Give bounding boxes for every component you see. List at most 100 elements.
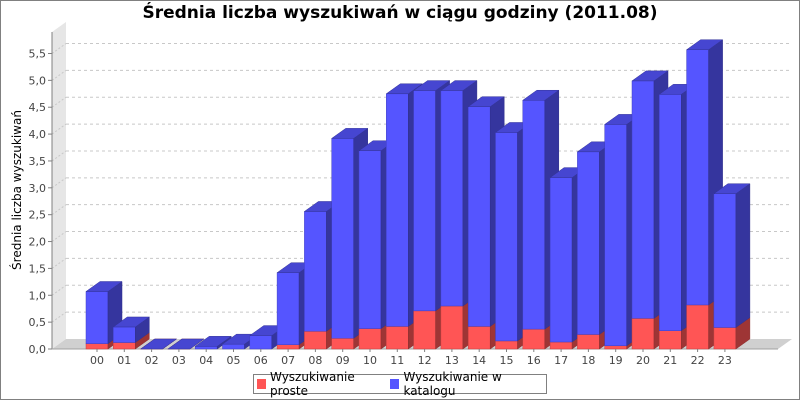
bar-12-series-1-top xyxy=(412,80,451,91)
legend-swatch-series-1 xyxy=(390,379,400,389)
gridline-wall xyxy=(51,96,67,108)
chart-title: Średnia liczba wyszukiwań w ciągu godzin… xyxy=(142,3,658,23)
x-tick-label: 03 xyxy=(172,354,186,367)
bar-11-series-1-top xyxy=(385,83,424,95)
y-tick-label: 3,0 xyxy=(29,182,47,195)
legend-label-series-1: Wyszukiwanie w katalogu xyxy=(403,370,502,398)
bar-18-series-1-front xyxy=(577,151,600,335)
y-tick-label: 1,5 xyxy=(29,262,47,275)
chart-legend: Wyszukiwanie proste Wyszukiwanie w katal… xyxy=(253,370,547,398)
bar-03-series-1-top xyxy=(167,338,205,350)
x-tick-label: 23 xyxy=(718,354,732,367)
bar-13-series-1-top xyxy=(440,80,478,91)
y-tick-label: 0,0 xyxy=(29,343,47,356)
y-tick-label: 2,5 xyxy=(29,209,47,222)
bar-16-series-0-front xyxy=(522,328,546,350)
gridline-wall xyxy=(51,284,67,296)
bar-23-series-0-front xyxy=(713,327,737,350)
gridline-wall xyxy=(51,43,67,54)
x-tick-label: 18 xyxy=(581,354,595,367)
bar-23-series-1-front xyxy=(713,193,737,328)
legend-item-series-1: Wyszukiwanie w katalogu xyxy=(390,370,543,398)
bar-23-series-1-side xyxy=(735,183,751,328)
bar-07-series-1-front xyxy=(276,272,300,345)
bar-21-series-0-front xyxy=(659,330,682,350)
bar-04-series-1-top xyxy=(194,336,232,347)
bar-22-series-1-front xyxy=(686,49,709,306)
bar-20-series-1-top xyxy=(631,70,669,82)
x-tick-label: 00 xyxy=(90,354,104,367)
y-tick-label: 5,0 xyxy=(29,74,47,87)
y-tick-label: 4,5 xyxy=(29,101,47,114)
bar-23-series-1-top xyxy=(713,183,751,194)
x-tick-label: 06 xyxy=(254,354,268,367)
bar-01-series-1-top xyxy=(112,316,151,328)
bar-22-series-0-front xyxy=(686,304,709,350)
bar-01-series-1-front xyxy=(113,326,136,343)
legend-swatch-series-0 xyxy=(257,379,267,389)
bar-19-series-0-front xyxy=(604,345,627,350)
x-tick-label: 08 xyxy=(308,354,322,367)
bar-20-series-1-front xyxy=(631,80,655,319)
bar-21-series-1-front xyxy=(659,94,682,331)
y-tick-label: 1,0 xyxy=(29,289,47,302)
x-tick-label: 14 xyxy=(472,354,486,367)
bar-09-series-0-front xyxy=(331,338,354,350)
bar-13-series-1-front xyxy=(440,90,464,307)
bar-19-series-1-front xyxy=(604,124,627,347)
bar-11-series-1-front xyxy=(386,93,409,327)
gridline-wall xyxy=(51,123,67,135)
gridline-wall xyxy=(51,177,67,189)
bar-12-series-0-front xyxy=(413,310,436,350)
y-tick-label: 0,5 xyxy=(29,316,47,329)
gridline-wall xyxy=(51,150,67,162)
x-tick-label: 04 xyxy=(199,354,213,367)
x-tick-label: 20 xyxy=(636,354,650,367)
legend-label-series-0: Wyszukiwanie proste xyxy=(270,370,355,398)
bar-17-series-0-front xyxy=(549,341,573,350)
x-tick-label: 10 xyxy=(363,354,377,367)
bar-20-series-0-front xyxy=(631,318,655,350)
x-tick-label: 02 xyxy=(145,354,159,367)
gridline-wall xyxy=(51,257,67,269)
x-tick-label: 09 xyxy=(336,354,350,367)
bar-00-series-1-top xyxy=(85,281,123,292)
bar-18-series-0-front xyxy=(577,334,600,350)
bar-06-series-1-front xyxy=(249,335,273,350)
bar-11-series-0-front xyxy=(386,326,409,350)
bar-08-series-1-front xyxy=(304,211,327,332)
bar-09-series-1-top xyxy=(330,128,369,139)
x-tick-label: 07 xyxy=(281,354,295,367)
gridline-wall xyxy=(51,311,67,323)
gridline-wall xyxy=(51,231,67,242)
bar-10-series-1-front xyxy=(358,150,382,329)
gridline-wall xyxy=(51,204,67,216)
x-tick-label: 19 xyxy=(609,354,623,367)
bar-04-series-1-front xyxy=(194,346,218,350)
bar-17-series-1-front xyxy=(549,177,573,343)
bar-13-series-0-front xyxy=(440,305,464,350)
plot-left-wall xyxy=(52,22,66,349)
y-tick-label: 2,0 xyxy=(29,236,47,249)
x-tick-label: 01 xyxy=(117,354,131,367)
x-tick-label: 17 xyxy=(554,354,568,367)
bar-08-series-0-front xyxy=(304,331,327,350)
bar-12-series-1-front xyxy=(413,90,436,312)
x-tick-label: 22 xyxy=(691,354,705,367)
bar-14-series-1-front xyxy=(467,106,491,327)
bar-16-series-1-front xyxy=(522,99,546,330)
y-tick-label: 3,5 xyxy=(29,155,47,168)
bar-07-series-0-front xyxy=(276,344,300,350)
bar-00-series-0-front xyxy=(85,343,109,350)
bar-01-series-0-front xyxy=(113,342,136,350)
x-tick-label: 15 xyxy=(500,354,514,367)
bar-00-series-1-front xyxy=(85,291,109,344)
bar-10-series-0-front xyxy=(358,328,382,350)
bar-14-series-1-top xyxy=(467,96,505,107)
bar-14-series-0-front xyxy=(467,326,491,350)
x-tick-label: 13 xyxy=(445,354,459,367)
bar-05-series-1-front xyxy=(222,343,245,350)
bar-09-series-1-front xyxy=(331,138,354,339)
bar-02-series-1-top xyxy=(139,338,178,350)
